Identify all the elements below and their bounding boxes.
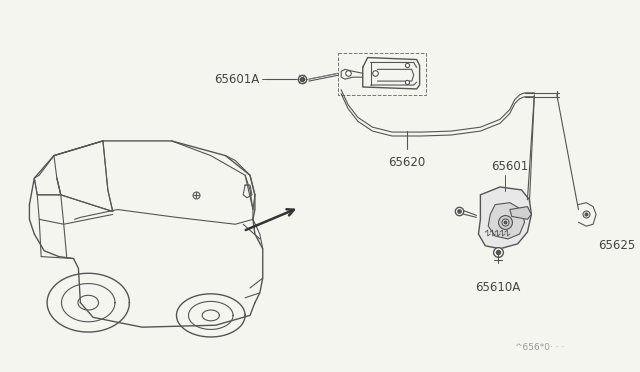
- Text: 65610A: 65610A: [476, 281, 521, 294]
- Text: 65601: 65601: [491, 160, 529, 173]
- Polygon shape: [479, 187, 531, 249]
- Text: 65601A: 65601A: [214, 73, 260, 86]
- Text: 65620: 65620: [388, 155, 426, 169]
- Polygon shape: [488, 203, 525, 239]
- Text: 65625: 65625: [598, 239, 636, 252]
- Polygon shape: [510, 206, 531, 219]
- Text: ^656*0· · ·: ^656*0· · ·: [515, 343, 564, 352]
